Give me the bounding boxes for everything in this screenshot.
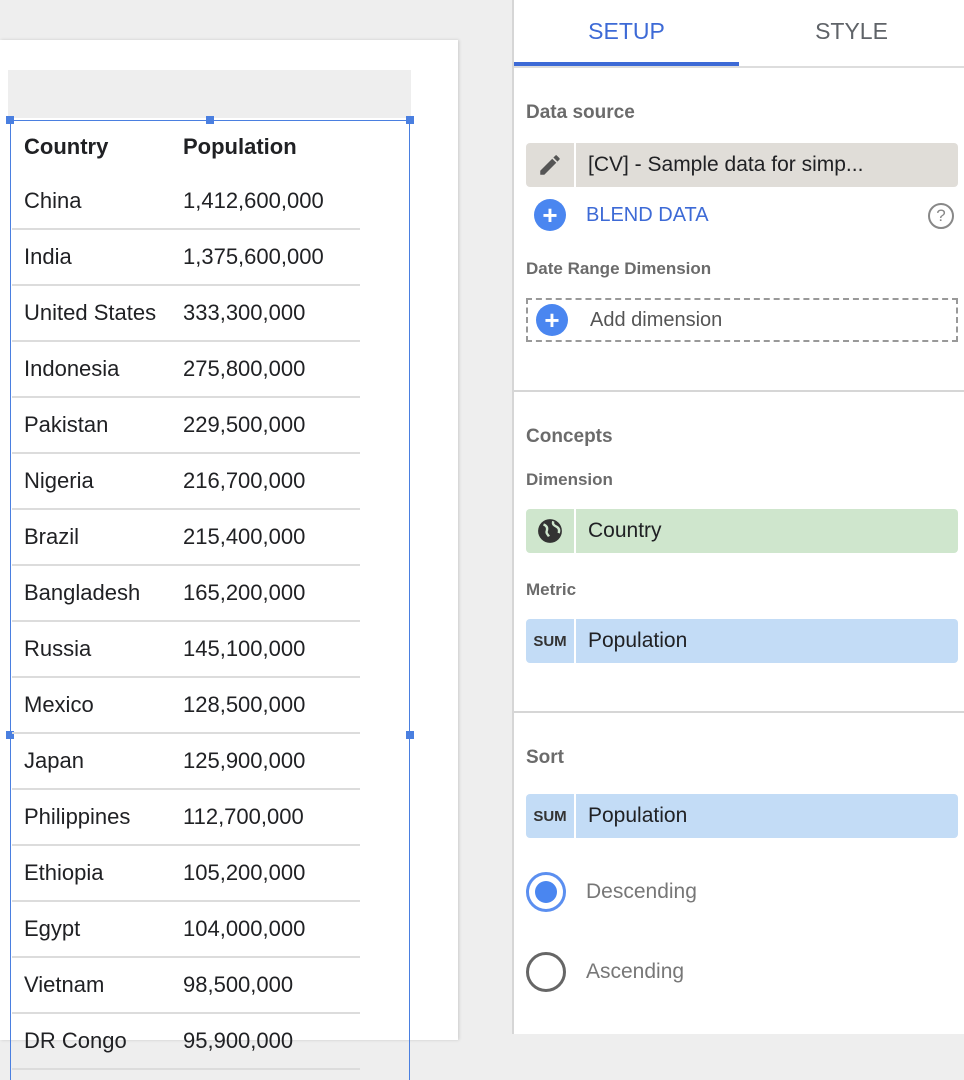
table-row[interactable]: Ethiopia 105,200,000 [12,846,360,902]
radio-descending[interactable]: Descending [526,872,697,912]
country-cell: Pakistan [24,412,109,437]
dimension-name: Country [588,519,662,542]
data-source-chip[interactable]: [CV] - Sample data for simp... [526,143,958,187]
radio-checked-icon[interactable] [526,872,566,912]
table-row[interactable]: United States 333,300,000 [12,286,360,342]
country-cell: United States [24,300,157,325]
population-cell: 125,900,000 [183,748,306,773]
add-dimension-button[interactable]: + Add dimension [526,298,958,342]
plus-icon: + [534,199,566,231]
population-cell: 1,412,600,000 [183,188,324,213]
tab-setup[interactable]: SETUP [514,0,739,66]
metric-name: Population [588,629,688,652]
report-canvas: Country Population China 1,412,600,000 Ind… [0,40,458,1080]
country-cell: Vietnam [24,972,105,997]
data-source-label: Data source [526,102,635,123]
column-header-population[interactable]: Population [183,134,297,159]
table-row[interactable]: Brazil 215,400,000 [12,510,360,566]
metric-chip[interactable]: SUM Population [526,619,958,663]
population-cell: 112,700,000 [183,804,304,829]
table-row[interactable]: Pakistan 229,500,000 [12,398,360,454]
table-row[interactable]: Bangladesh 165,200,000 [12,566,360,622]
properties-panel: SETUP STYLE Data source [CV] - Sample da… [512,0,964,1034]
table-row[interactable]: Indonesia 275,800,000 [12,342,360,398]
table-row[interactable]: China 1,412,600,000 [12,174,360,230]
dimension-label: Dimension [526,470,613,489]
population-cell: 104,000,000 [183,916,306,941]
population-cell: 145,100,000 [183,636,306,661]
resize-handle[interactable] [206,116,214,124]
table-row[interactable]: Japan 125,900,000 [12,734,360,790]
population-cell: 98,500,000 [183,972,294,997]
table-row[interactable]: Nigeria 216,700,000 [12,454,360,510]
country-cell: Egypt [24,916,81,941]
country-cell: China [24,188,82,213]
country-cell: Bangladesh [24,580,141,605]
metric-label: Metric [526,580,577,599]
population-cell: 95,900,000 [183,1028,294,1053]
descending-label: Descending [586,880,697,903]
country-cell: Mexico [24,692,94,717]
resize-handle[interactable] [406,731,414,739]
country-cell: Philippines [24,804,131,829]
radio-unchecked-icon[interactable] [526,952,566,992]
divider [514,711,964,713]
population-cell: 128,500,000 [183,692,306,717]
ascending-label: Ascending [586,960,685,983]
dimension-chip[interactable]: Country [526,509,958,553]
pencil-icon[interactable] [526,143,576,187]
population-cell: 333,300,000 [183,300,306,325]
population-cell: 215,400,000 [183,524,306,549]
country-cell: DR Congo [24,1028,127,1053]
sort-chip[interactable]: SUM Population [526,794,958,838]
divider [514,390,964,392]
sort-field-name: Population [588,804,688,827]
blend-data-label: BLEND DATA [586,203,709,226]
population-cell: 1,375,600,000 [183,244,324,269]
table-row[interactable]: Egypt 104,000,000 [12,902,360,958]
population-cell: 275,800,000 [183,356,306,381]
globe-icon [526,509,576,553]
concepts-label: Concepts [526,426,613,447]
table-header-row: Country Population [12,120,360,174]
resize-handle[interactable] [406,116,414,124]
table-row[interactable]: Vietnam 98,500,000 [12,958,360,1014]
plus-icon: + [536,304,568,336]
country-cell: Ethiopia [24,860,104,885]
country-cell: Japan [24,748,84,773]
country-cell: Russia [24,636,92,661]
blend-data-button[interactable]: + BLEND DATA [534,199,709,231]
population-cell: 165,200,000 [183,580,306,605]
table-row[interactable]: Mexico 128,500,000 [12,678,360,734]
sort-label: Sort [526,747,564,768]
table-header-bar [8,70,411,118]
data-source-name: [CV] - Sample data for simp... [588,153,864,176]
sum-aggregation-badge[interactable]: SUM [526,794,576,838]
data-table: Country Population China 1,412,600,000 Ind… [12,120,360,1070]
table-row[interactable]: India 1,375,600,000 [12,230,360,286]
help-icon[interactable]: ? [928,203,954,229]
add-dimension-label: Add dimension [590,308,723,331]
column-header-country[interactable]: Country [24,134,109,159]
date-range-label: Date Range Dimension [526,259,712,278]
sum-aggregation-badge[interactable]: SUM [526,619,576,663]
country-cell: Nigeria [24,468,94,493]
population-cell: 216,700,000 [183,468,306,493]
table-row[interactable]: DR Congo 95,900,000 [12,1014,360,1070]
tab-style[interactable]: STYLE [815,18,888,44]
country-cell: Brazil [24,524,80,549]
population-cell: 105,200,000 [183,860,306,885]
resize-handle[interactable] [6,731,14,739]
table-row[interactable]: Russia 145,100,000 [12,622,360,678]
country-cell: India [24,244,72,269]
table-row[interactable]: Philippines 112,700,000 [12,790,360,846]
resize-handle[interactable] [6,116,14,124]
radio-ascending[interactable]: Ascending [526,952,684,992]
population-cell: 229,500,000 [183,412,306,437]
country-cell: Indonesia [24,356,120,381]
